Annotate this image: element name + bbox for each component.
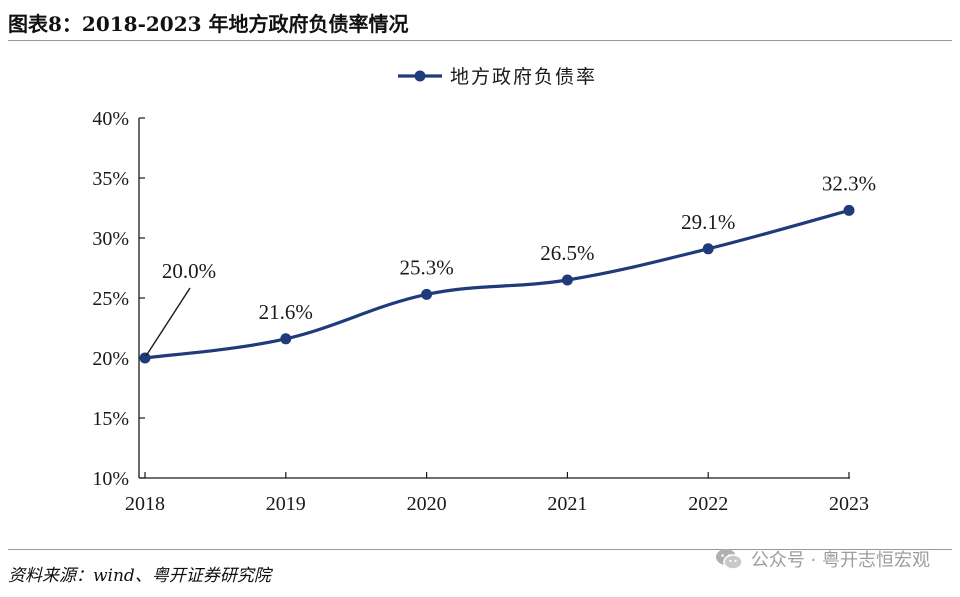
figure-title: 图表8：2018-2023 年地方政府负债率情况 [8, 12, 409, 36]
x-tick-label: 2018 [125, 493, 165, 515]
y-tick-label: 30% [92, 228, 129, 250]
watermark-text: 公众号 · 粤开志恒宏观 [750, 550, 930, 571]
x-tick-label: 2019 [266, 493, 306, 515]
x-tick-label: 2022 [688, 493, 728, 515]
wechat-icon [715, 549, 743, 570]
legend-marker [414, 70, 426, 82]
data-point [139, 352, 151, 364]
watermark: 公众号 · 粤开志恒宏观 [715, 546, 930, 572]
legend: 地方政府负债率 [398, 66, 597, 88]
data-label: 32.3% [822, 171, 876, 195]
y-tick-label: 20% [92, 348, 129, 370]
y-tick-label: 40% [92, 108, 129, 130]
figure-header: 图表8：2018-2023 年地方政府负债率情况 [8, 6, 952, 38]
data-label: 26.5% [540, 241, 594, 265]
data-label: 21.6% [259, 300, 313, 324]
top-divider [8, 40, 952, 41]
data-point [561, 274, 573, 286]
x-tick-label: 2020 [407, 493, 447, 515]
x-axis: 2018 2019 2020 2021 2022 2023 [125, 472, 869, 515]
source-note: 资料来源：wind、粤开证券研究院 [8, 566, 271, 586]
data-point [702, 243, 714, 255]
data-point [843, 204, 855, 216]
data-point [421, 288, 433, 300]
y-axis: 10% 15% 20% 25% 30% 35% 40% [92, 108, 145, 490]
bottom-divider [8, 549, 952, 550]
y-tick-label: 15% [92, 408, 129, 430]
data-label: 20.0% [162, 259, 216, 283]
legend-label: 地方政府负债率 [450, 66, 597, 88]
y-tick-label: 35% [92, 168, 129, 190]
data-labels: 20.0% 21.6% 25.3% 26.5% 29.1% 32.3% [145, 171, 876, 357]
y-tick-label: 25% [92, 288, 129, 310]
data-point [280, 333, 292, 345]
data-label: 25.3% [399, 255, 453, 279]
x-tick-label: 2021 [547, 493, 587, 515]
series-line [143, 208, 851, 360]
data-label: 29.1% [681, 210, 735, 234]
annotation-leader-line [145, 287, 191, 357]
x-tick-label: 2023 [829, 493, 869, 515]
series-layer [139, 204, 855, 364]
y-tick-label: 10% [92, 468, 129, 490]
